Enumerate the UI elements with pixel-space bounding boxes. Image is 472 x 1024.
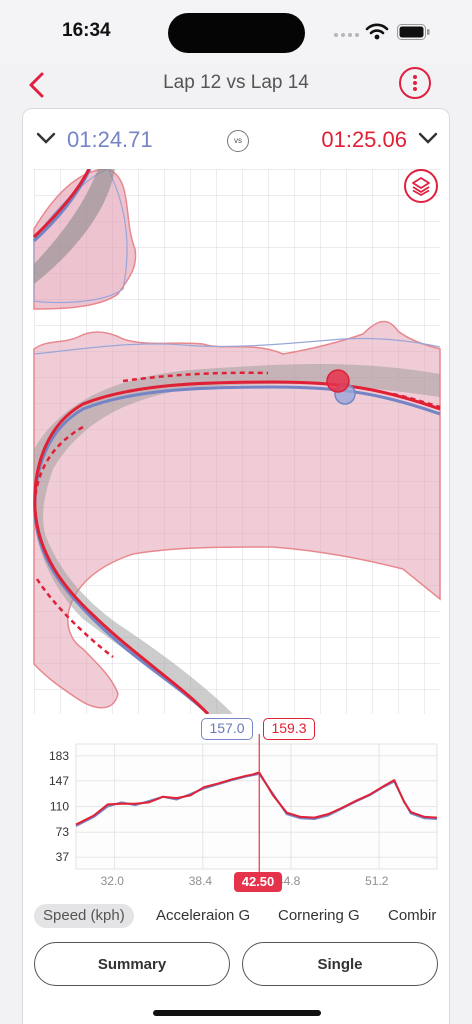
chevron-down-icon[interactable]: [35, 131, 57, 145]
lap-selector-row: 01:24.71 vs 01:25.06: [23, 109, 449, 169]
ideal-line-dashed: [33, 425, 84, 500]
y-tick-label: 183: [49, 749, 69, 763]
racing-line-lap-b: [33, 380, 441, 714]
page-title: Lap 12 vs Lap 14: [163, 72, 309, 93]
single-button[interactable]: Single: [242, 942, 438, 986]
more-options-button[interactable]: [399, 67, 431, 99]
battery-icon: [397, 24, 430, 40]
summary-button[interactable]: Summary: [34, 942, 230, 986]
chart-cursor-value[interactable]: 42.50: [234, 872, 282, 892]
racing-line-lap-a: [33, 385, 441, 714]
lap-comparison-card: 01:24.71 vs 01:25.06: [22, 108, 450, 1024]
tab-acceleration[interactable]: Acceleraion G: [156, 907, 251, 924]
speed-band-lap-b: [33, 320, 441, 709]
wifi-icon: [365, 23, 389, 40]
speed-band-lap-a: [33, 337, 441, 355]
speed-band-lap-b: [33, 169, 137, 310]
vs-badge: vs: [227, 130, 249, 152]
y-tick-label: 37: [56, 850, 70, 864]
racing-line-gray: [34, 169, 115, 284]
y-tick-label: 73: [56, 825, 70, 839]
ideal-line-dashed: [122, 371, 269, 383]
cellular-signal-icon: [334, 33, 359, 37]
lap-b-time[interactable]: 01:25.06: [321, 127, 407, 152]
status-bar: 16:34: [0, 0, 472, 64]
status-time: 16:34: [62, 20, 111, 41]
x-tick-label: 32.0: [100, 874, 124, 888]
dynamic-island: [168, 13, 305, 53]
chevron-down-icon[interactable]: [417, 131, 439, 145]
layers-button[interactable]: [404, 169, 438, 203]
x-tick-label: 38.4: [188, 874, 213, 888]
tab-cornering[interactable]: Cornering G: [278, 907, 360, 924]
metric-tabs: Speed (kph) Acceleraion G Cornering G Co…: [23, 902, 449, 930]
ideal-line-dashed: [392, 392, 441, 409]
tab-speed[interactable]: Speed (kph): [34, 904, 134, 928]
ideal-line-dashed: [35, 578, 114, 658]
layers-icon: [412, 177, 430, 196]
lap-a-time[interactable]: 01:24.71: [67, 127, 153, 152]
speed-readout-lap-b: 159.3: [263, 718, 315, 740]
back-button[interactable]: [20, 68, 54, 104]
racing-line-lap-b: [32, 169, 91, 239]
tab-combined[interactable]: Combir: [388, 907, 437, 924]
speed-readout-lap-a: 157.0: [201, 718, 253, 740]
home-indicator: [153, 1010, 321, 1016]
track-map[interactable]: [23, 169, 450, 714]
y-tick-label: 110: [50, 800, 69, 814]
chevron-left-icon: [29, 72, 44, 97]
x-tick-label: 44.8: [276, 874, 301, 888]
y-tick-label: 147: [49, 774, 69, 788]
x-tick-label: 51.2: [365, 874, 389, 888]
car-position-lap-b: [326, 369, 350, 393]
speed-chart[interactable]: 183 147 110 73 37: [23, 714, 450, 899]
navigation-bar: Lap 12 vs Lap 14: [0, 64, 472, 108]
